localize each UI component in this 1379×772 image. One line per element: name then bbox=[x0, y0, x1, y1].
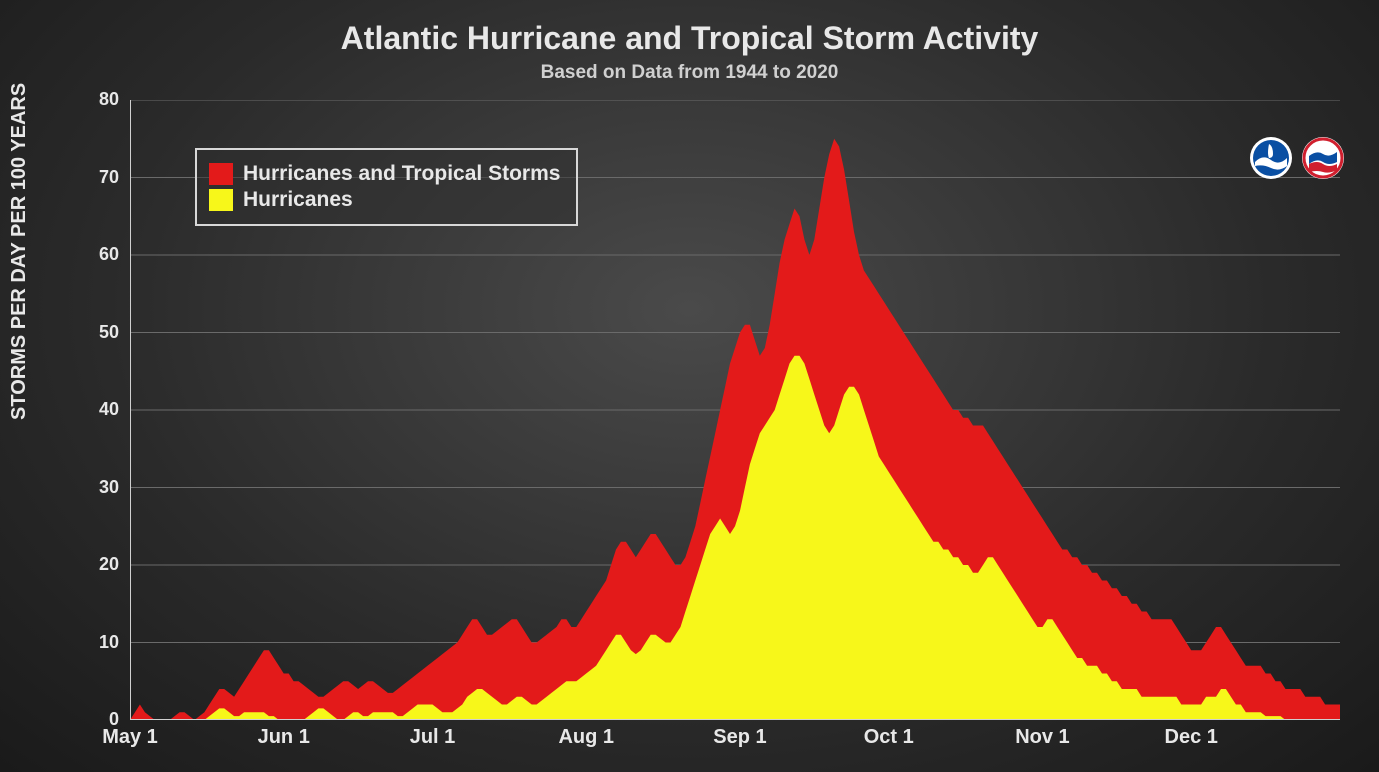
y-tick-label: 40 bbox=[79, 399, 119, 420]
y-tick-label: 30 bbox=[79, 477, 119, 498]
legend-item-all-storms: Hurricanes and Tropical Storms bbox=[209, 162, 560, 186]
x-tick-label: Aug 1 bbox=[558, 726, 614, 749]
y-axis-label: STORMS PER DAY PER 100 YEARS bbox=[8, 83, 31, 420]
legend-swatch-red bbox=[209, 163, 233, 185]
x-tick-label: Oct 1 bbox=[864, 726, 914, 749]
y-tick-label: 70 bbox=[79, 167, 119, 188]
nws-logo-icon bbox=[1301, 136, 1345, 180]
x-tick-label: Sep 1 bbox=[713, 726, 766, 749]
legend-label: Hurricanes bbox=[243, 188, 353, 212]
legend-label: Hurricanes and Tropical Storms bbox=[243, 162, 560, 186]
legend: Hurricanes and Tropical Storms Hurricane… bbox=[195, 148, 578, 226]
y-tick-label: 10 bbox=[79, 632, 119, 653]
x-tick-label: Dec 1 bbox=[1165, 726, 1218, 749]
chart-subtitle: Based on Data from 1944 to 2020 bbox=[0, 62, 1379, 84]
y-tick-label: 50 bbox=[79, 322, 119, 343]
chart-container: { "chart": { "type": "area", "title": "A… bbox=[0, 0, 1379, 772]
noaa-logo-icon bbox=[1249, 136, 1293, 180]
x-tick-label: Jun 1 bbox=[258, 726, 310, 749]
y-tick-label: 80 bbox=[79, 89, 119, 110]
x-tick-label: May 1 bbox=[102, 726, 158, 749]
y-tick-label: 20 bbox=[79, 554, 119, 575]
legend-swatch-yellow bbox=[209, 189, 233, 211]
legend-item-hurricanes: Hurricanes bbox=[209, 188, 560, 212]
x-tick-label: Jul 1 bbox=[410, 726, 456, 749]
chart-title: Atlantic Hurricane and Tropical Storm Ac… bbox=[0, 20, 1379, 57]
y-tick-label: 60 bbox=[79, 244, 119, 265]
x-tick-label: Nov 1 bbox=[1015, 726, 1069, 749]
